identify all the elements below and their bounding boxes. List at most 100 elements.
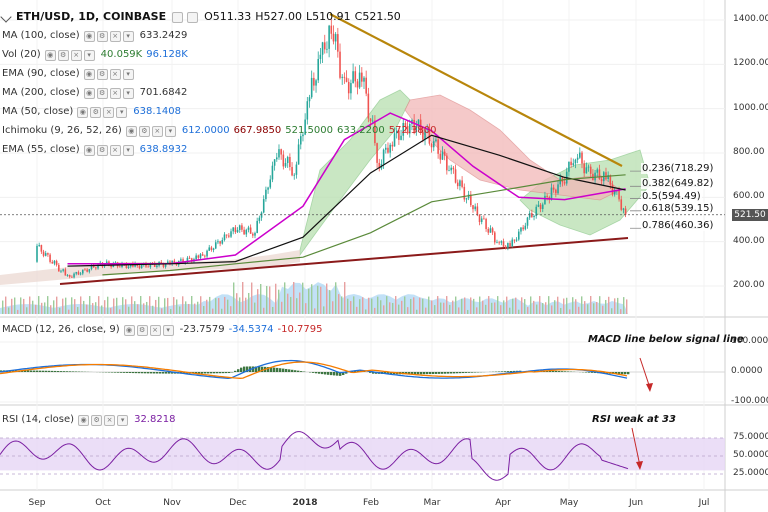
macd-histogram-bar <box>414 372 417 375</box>
volume-bar <box>110 308 112 314</box>
candle-body <box>354 71 357 82</box>
close-icon[interactable]: × <box>70 49 82 61</box>
candle-body <box>95 267 97 269</box>
more-icon[interactable]: ▾ <box>122 68 134 80</box>
candle-body <box>478 214 481 223</box>
more-icon[interactable]: ▾ <box>83 49 95 61</box>
more-icon[interactable]: ▾ <box>162 324 174 336</box>
volume-bar <box>590 296 592 314</box>
candle-body <box>182 259 184 263</box>
volume-bar <box>344 282 346 314</box>
close-icon[interactable]: × <box>109 87 121 99</box>
volume-bar <box>539 296 541 314</box>
settings-icon[interactable]: ⚙ <box>91 414 103 426</box>
eye-icon[interactable]: ◉ <box>83 144 95 156</box>
volume-bar <box>401 300 403 314</box>
candle-body <box>474 206 476 210</box>
more-icon[interactable]: ▾ <box>122 30 134 42</box>
close-icon[interactable]: × <box>109 144 121 156</box>
indicator-row[interactable]: Vol (20) ◉ ⚙ × ▾ 40.059K 96.128K <box>2 48 188 62</box>
volume-bar <box>467 309 469 314</box>
settings-icon[interactable]: ⚙ <box>57 49 69 61</box>
volume-bar <box>323 306 325 314</box>
macd-histogram-bar <box>459 372 462 374</box>
candle-body <box>201 254 204 256</box>
settings-icon[interactable]: ⚙ <box>138 125 150 137</box>
close-icon[interactable]: × <box>151 125 163 137</box>
volume-bar <box>8 307 10 314</box>
macd-histogram-bar <box>213 372 216 374</box>
macd-histogram-bar <box>120 372 123 373</box>
indicator-row[interactable]: EMA (55, close) ◉ ⚙ × ▾ 638.8932 <box>2 143 187 157</box>
candle-body <box>358 72 361 88</box>
candle-body <box>247 227 250 230</box>
settings-icon[interactable]: ⚙ <box>96 30 108 42</box>
more-icon[interactable] <box>187 11 199 23</box>
close-icon[interactable]: × <box>109 30 121 42</box>
volume-bar <box>422 298 424 314</box>
volume-bar <box>236 293 238 314</box>
close-icon[interactable]: × <box>109 68 121 80</box>
candle-body <box>456 182 459 187</box>
signal-line <box>0 361 628 379</box>
volume-bar <box>305 303 307 314</box>
macd-histogram-bar <box>333 372 336 376</box>
macd-legend: MACD (12, 26, close, 9) ◉ ⚙ × ▾ -23.7579… <box>2 323 323 337</box>
close-icon[interactable]: × <box>149 324 161 336</box>
indicator-row[interactable]: MA (100, close) ◉ ⚙ × ▾ 633.2429 <box>2 29 187 43</box>
candle-body <box>594 172 596 181</box>
candle-body <box>535 206 538 217</box>
volume-bar <box>377 296 379 314</box>
candle-body <box>507 243 509 248</box>
macd-histogram-bar <box>456 372 459 374</box>
settings-icon[interactable]: ⚙ <box>96 68 108 80</box>
more-icon[interactable]: ▾ <box>164 125 176 137</box>
volume-bar <box>512 298 514 314</box>
candle-body <box>125 264 128 268</box>
volume-bar <box>389 302 391 314</box>
eye-icon[interactable]: ◉ <box>77 106 89 118</box>
settings-icon[interactable]: ⚙ <box>96 144 108 156</box>
more-icon[interactable]: ▾ <box>116 106 128 118</box>
more-icon[interactable]: ▾ <box>122 144 134 156</box>
settings-icon[interactable]: ⚙ <box>136 324 148 336</box>
volume-bar <box>14 297 16 314</box>
eye-icon[interactable]: ◉ <box>83 87 95 99</box>
close-icon[interactable]: × <box>103 106 115 118</box>
eye-icon[interactable]: ◉ <box>125 125 137 137</box>
volume-bar <box>182 296 184 314</box>
eye-icon[interactable]: ◉ <box>123 324 135 336</box>
macd-histogram-bar <box>138 372 141 374</box>
volume-bar <box>317 285 319 314</box>
indicator-row[interactable]: MA (50, close) ◉ ⚙ × ▾ 638.1408 <box>2 105 181 119</box>
eye-icon[interactable]: ◉ <box>44 49 56 61</box>
macd-histogram-bar <box>135 372 138 374</box>
candle-body <box>369 118 372 122</box>
indicator-row[interactable]: EMA (90, close) ◉ ⚙ × ▾ <box>2 67 136 81</box>
candle-body <box>452 167 455 170</box>
settings-icon[interactable] <box>172 11 184 23</box>
close-icon[interactable]: × <box>104 414 116 426</box>
indicator-row[interactable]: MA (200, close) ◉ ⚙ × ▾ 701.6842 <box>2 86 187 100</box>
more-icon[interactable]: ▾ <box>122 87 134 99</box>
eye-icon[interactable]: ◉ <box>83 30 95 42</box>
collapse-icon[interactable] <box>0 11 12 23</box>
candle-body <box>470 194 472 206</box>
candle-body <box>49 254 51 262</box>
volume-bar <box>71 297 73 314</box>
more-icon[interactable]: ▾ <box>117 414 129 426</box>
volume-bar <box>356 306 358 314</box>
volume-bar <box>173 297 175 314</box>
eye-icon[interactable]: ◉ <box>78 414 90 426</box>
candle-body <box>526 217 529 226</box>
candle-body <box>73 273 75 278</box>
volume-bar <box>416 309 418 314</box>
indicator-row[interactable]: Ichimoku (9, 26, 52, 26) ◉ ⚙ × ▾ 612.0000 667.… <box>2 124 436 138</box>
eye-icon[interactable]: ◉ <box>83 68 95 80</box>
macd-histogram-bar <box>225 372 228 374</box>
settings-icon[interactable]: ⚙ <box>90 106 102 118</box>
ohlc-high: H527.00 <box>255 10 303 23</box>
settings-icon[interactable]: ⚙ <box>96 87 108 99</box>
candle-body <box>454 169 457 183</box>
